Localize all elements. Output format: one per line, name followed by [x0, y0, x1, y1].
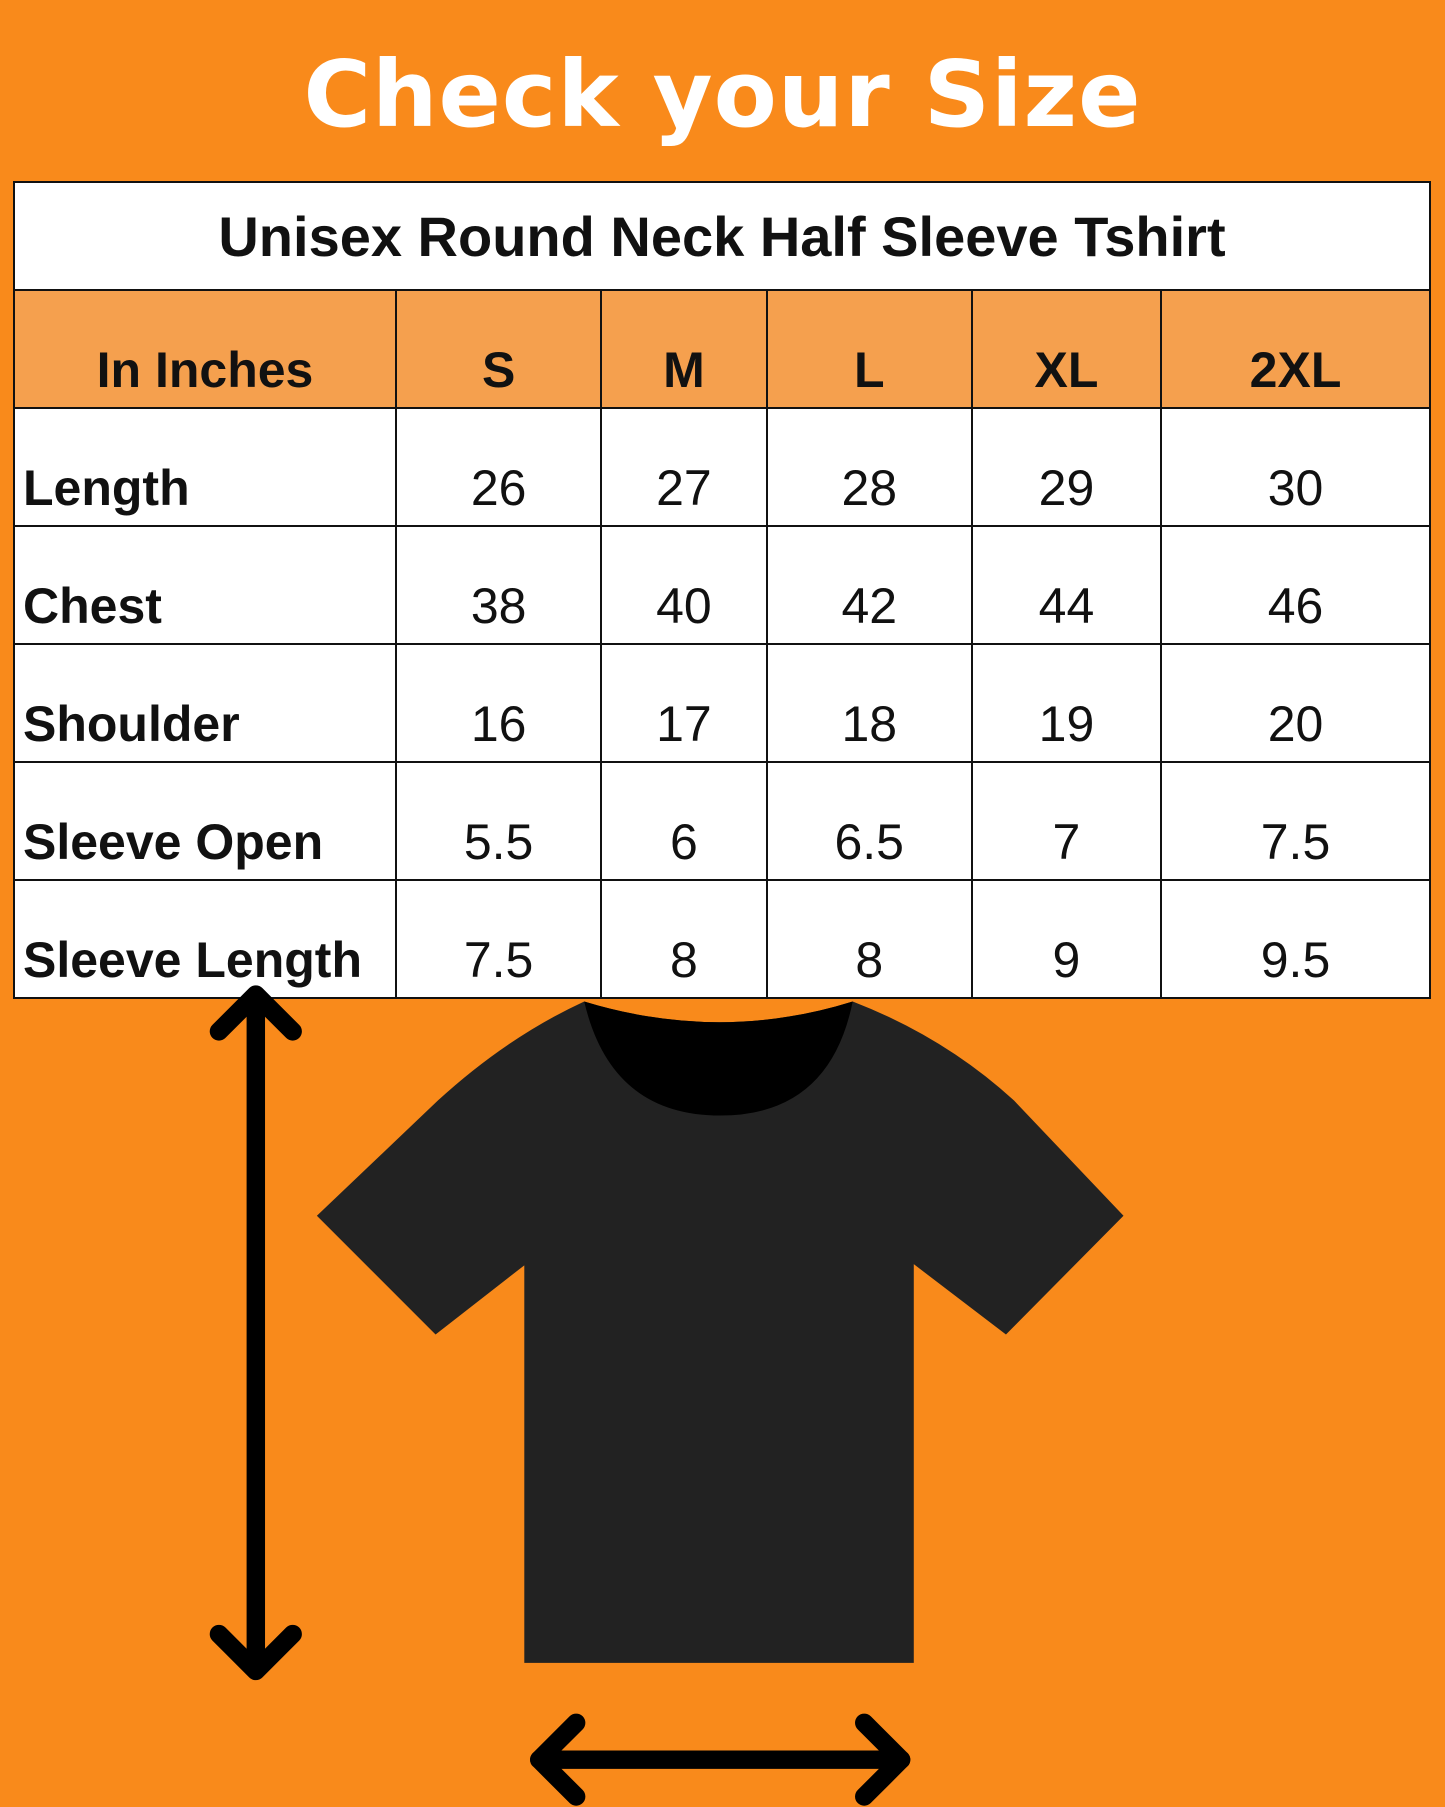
table-cell: 46	[1160, 525, 1431, 645]
table-cell: 16	[394, 643, 603, 763]
size-chart-table: Unisex Round Neck Half Sleeve Tshirt In …	[13, 181, 1431, 999]
header-cell: S	[394, 289, 603, 409]
table-row: Sleeve Open 5.5 6 6.5 7 7.5	[13, 761, 1431, 881]
table-cell: 27	[600, 407, 768, 527]
table-cell: 7.5	[1160, 761, 1431, 881]
tshirt-icon	[316, 1001, 1124, 1663]
table-cell: 30	[1160, 407, 1431, 527]
header-row: In Inches S M L XL 2XL	[13, 289, 1431, 409]
horizontal-arrow-icon	[530, 1713, 911, 1806]
header-cell: 2XL	[1160, 289, 1431, 409]
page-title: Check your Size	[303, 41, 1142, 148]
table-cell: 6.5	[765, 761, 973, 881]
row-label: Length	[13, 407, 397, 527]
row-label: Chest	[13, 525, 397, 645]
table-cell: 44	[970, 525, 1163, 645]
table-row: Shoulder 16 17 18 19 20	[13, 643, 1431, 763]
table-cell: 26	[394, 407, 603, 527]
table-cell: 40	[600, 525, 768, 645]
table-cell: 5.5	[394, 761, 603, 881]
header-cell: M	[600, 289, 768, 409]
table-cell: 17	[600, 643, 768, 763]
table-cell: 20	[1160, 643, 1431, 763]
table-cell: 9	[970, 879, 1163, 999]
table-cell: 18	[765, 643, 973, 763]
table-row: Length 26 27 28 29 30	[13, 407, 1431, 527]
header-cell: In Inches	[13, 289, 397, 409]
table-caption: Unisex Round Neck Half Sleeve Tshirt	[13, 181, 1431, 291]
vertical-arrow-icon	[209, 985, 302, 1681]
row-label: Sleeve Open	[13, 761, 397, 881]
table-row: Chest 38 40 42 44 46	[13, 525, 1431, 645]
table-cell: 9.5	[1160, 879, 1431, 999]
table-cell: 28	[765, 407, 973, 527]
table-cell: 29	[970, 407, 1163, 527]
row-label: Sleeve Length	[13, 879, 397, 999]
table-cell: 8	[600, 879, 768, 999]
header-cell: L	[765, 289, 973, 409]
table-cell: 6	[600, 761, 768, 881]
table-cell: 42	[765, 525, 973, 645]
table-cell: 38	[394, 525, 603, 645]
row-label: Shoulder	[13, 643, 397, 763]
table-row: Sleeve Length 7.5 8 8 9 9.5	[13, 879, 1431, 999]
table-cell: 7	[970, 761, 1163, 881]
table-cell: 19	[970, 643, 1163, 763]
table-cell: 8	[765, 879, 973, 999]
table-cell: 7.5	[394, 879, 603, 999]
header-cell: XL	[970, 289, 1163, 409]
